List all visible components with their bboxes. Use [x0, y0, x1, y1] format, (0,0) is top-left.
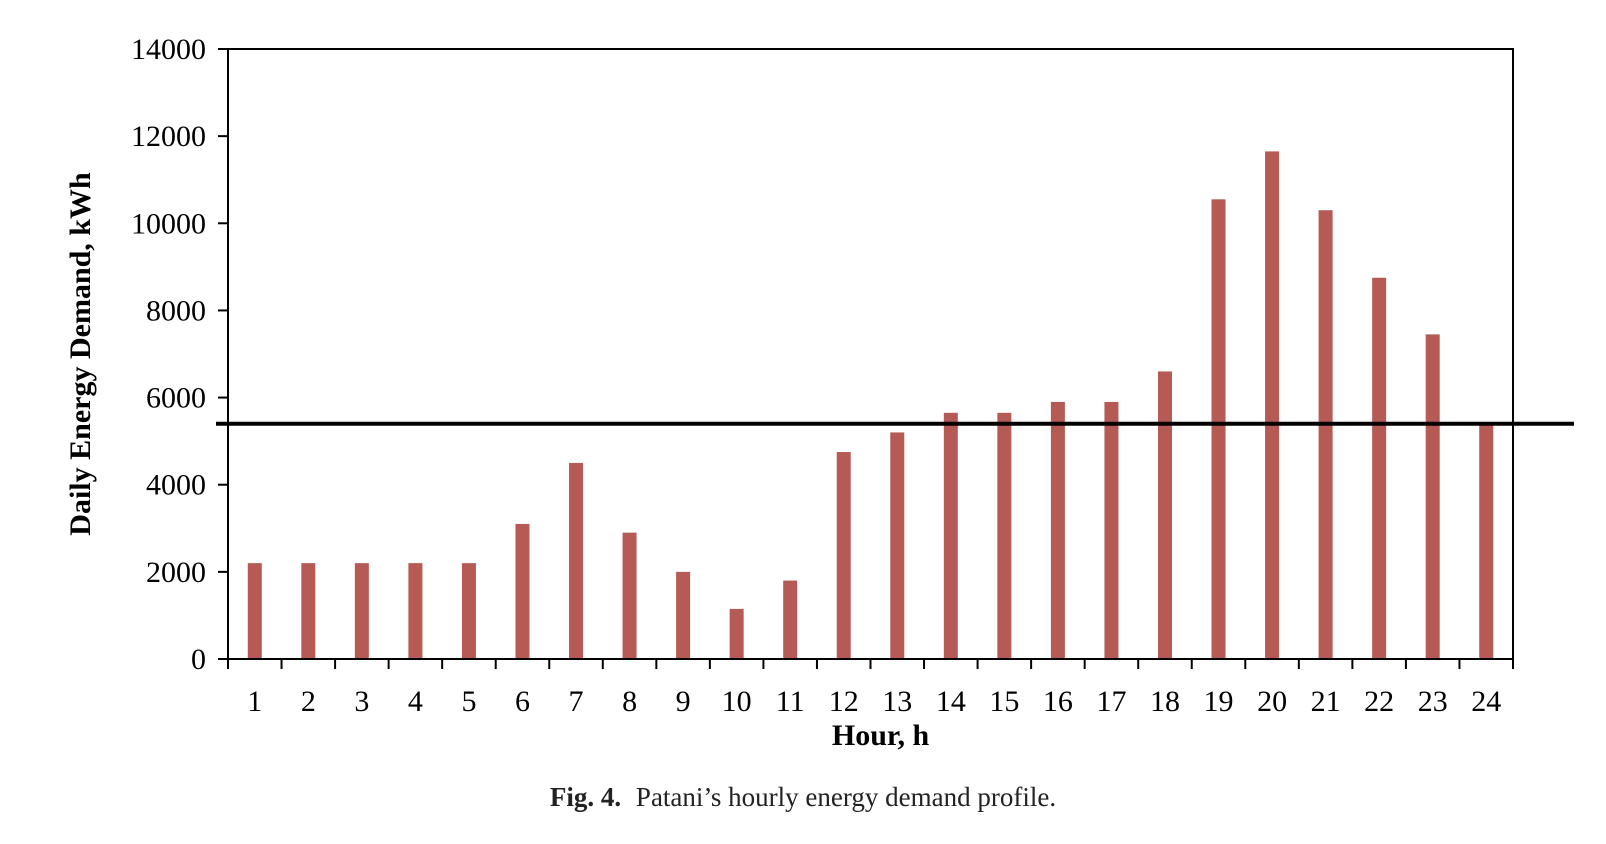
bar-hour-7: [569, 462, 584, 659]
bar-hour-18: [1157, 371, 1172, 659]
x-tick-label-6: 6: [515, 685, 530, 718]
y-tick-label-4000: 4000: [146, 469, 206, 502]
figure-label: Fig. 4.: [549, 782, 622, 812]
x-tick-label-13: 13: [882, 685, 912, 718]
bar-hour-15: [997, 412, 1012, 659]
x-tick-label-2: 2: [301, 685, 316, 718]
x-tick-label-21: 21: [1311, 685, 1341, 718]
bar-hour-3: [354, 563, 369, 659]
x-tick-label-20: 20: [1257, 685, 1287, 718]
bar-hour-13: [890, 432, 905, 659]
bar-hour-9: [676, 571, 691, 659]
x-tick-label-15: 15: [989, 685, 1019, 718]
bar-hour-1: [247, 563, 262, 659]
x-tick-label-5: 5: [461, 685, 476, 718]
x-tick-label-17: 17: [1096, 685, 1126, 718]
bar-hour-10: [729, 608, 744, 659]
x-tick-label-16: 16: [1043, 685, 1073, 718]
bar-hour-6: [515, 523, 530, 659]
bar-hour-19: [1211, 199, 1226, 659]
x-tick-label-8: 8: [622, 685, 637, 718]
bar-hour-2: [301, 563, 316, 659]
x-tick-label-24: 24: [1471, 685, 1501, 718]
x-tick-label-4: 4: [408, 685, 423, 718]
x-tick-label-14: 14: [936, 685, 966, 718]
bar-hour-12: [836, 452, 851, 659]
y-tick-label-12000: 12000: [131, 120, 206, 153]
y-tick-label-0: 0: [191, 643, 206, 676]
bar-hour-11: [783, 580, 798, 659]
x-tick-label-3: 3: [354, 685, 369, 718]
bar-hour-16: [1050, 401, 1065, 659]
y-tick-label-8000: 8000: [146, 294, 206, 327]
x-tick-label-1: 1: [247, 685, 262, 718]
y-axis-title: Daily Energy Demand, kWh: [64, 172, 97, 536]
y-tick-label-10000: 10000: [131, 207, 206, 240]
bar-hour-14: [943, 412, 958, 659]
bar-hour-5: [461, 563, 476, 659]
x-tick-label-23: 23: [1418, 685, 1448, 718]
bar-hour-4: [408, 563, 423, 659]
figure-caption-text: Patani’s hourly energy demand profile.: [635, 782, 1057, 812]
y-axis-ticks: 0 2000 4000 6000 8000 10000 12000 14000: [131, 33, 228, 676]
x-tick-label-22: 22: [1364, 685, 1394, 718]
bar-hour-22: [1372, 277, 1387, 659]
bar-hour-23: [1425, 334, 1440, 659]
y-tick-label-14000: 14000: [131, 33, 206, 66]
x-tick-label-7: 7: [569, 685, 584, 718]
bar-hour-20: [1265, 151, 1280, 659]
x-tick-label-19: 19: [1204, 685, 1234, 718]
x-axis-ticks: 1 2 3 4 5 6 7 8 9 10 11 12 13 14 15 16 17 18 19 20 21 22 23 24: [227, 659, 1514, 718]
bar-hour-24: [1479, 423, 1494, 659]
y-tick-label-2000: 2000: [146, 556, 206, 589]
figure-caption: Fig. 4. Patani’s hourly energy demand pr…: [0, 782, 1606, 813]
x-tick-label-12: 12: [829, 685, 859, 718]
x-tick-label-11: 11: [776, 685, 805, 718]
x-tick-label-9: 9: [676, 685, 691, 718]
bars-group: [247, 151, 1494, 659]
x-axis-title: Hour, h: [832, 719, 930, 752]
bar-hour-8: [622, 532, 637, 659]
x-tick-label-10: 10: [722, 685, 752, 718]
y-tick-label-6000: 6000: [146, 382, 206, 415]
bar-hour-17: [1104, 401, 1119, 659]
bar-hour-21: [1318, 210, 1333, 659]
x-tick-label-18: 18: [1150, 685, 1180, 718]
